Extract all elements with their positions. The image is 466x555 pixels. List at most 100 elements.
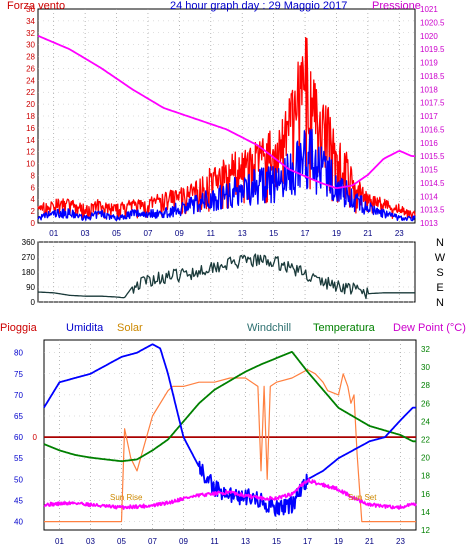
temperature-label: Temperatura	[313, 322, 376, 334]
compass-label: N	[436, 297, 444, 309]
rain-tick-label: 0	[33, 433, 38, 442]
x-tick-label: 19	[334, 537, 343, 546]
x-tick-label: 07	[148, 537, 157, 546]
humidity-tick-label: 60	[14, 433, 23, 442]
chart1-title: 24 hour graph day : 29 Maggio 2017	[170, 0, 347, 12]
y-left-tick-label: 4	[31, 195, 36, 204]
compass-label: W	[435, 252, 446, 264]
x-tick-label: 15	[269, 229, 278, 238]
x-tick-label: 17	[303, 537, 312, 546]
humidity-tick-label: 80	[14, 349, 23, 358]
x-tick-label: 21	[363, 229, 372, 238]
sunrise-annotation: Sun Rise	[110, 493, 143, 502]
sunset-annotation: Sun Set	[348, 493, 377, 502]
x-tick-label: 23	[396, 537, 405, 546]
compass-label: E	[436, 282, 443, 294]
wind-pressure-series	[37, 34, 416, 222]
humidity-tick-label: 55	[14, 454, 23, 463]
x-tick-label: 03	[86, 537, 95, 546]
direction-tick-label: 0	[31, 298, 36, 307]
x-tick-label: 11	[210, 537, 219, 546]
y-right-tick-label: 1014.5	[420, 179, 445, 188]
x-tick-label: 11	[207, 229, 216, 238]
y-left-tick-label: 20	[26, 100, 35, 109]
y-left-tick-label: 28	[26, 53, 35, 62]
temperature-tick-label: 18	[421, 472, 430, 481]
rain-label: Pioggia	[0, 322, 38, 334]
y-right-tick-label: 1016.5	[420, 125, 445, 134]
wind-direction-series	[37, 253, 415, 300]
x-tick-label: 23	[395, 229, 404, 238]
chart1-right-label: Pressione	[372, 0, 421, 12]
direction-tick-label: 270	[22, 253, 36, 262]
x-tick-label: 17	[301, 229, 310, 238]
y-left-tick-label: 34	[26, 17, 35, 26]
x-tick-label: 07	[144, 229, 153, 238]
x-tick-label: 03	[81, 229, 90, 238]
y-right-tick-label: 1016	[420, 139, 438, 148]
y-left-tick-label: 22	[26, 88, 35, 97]
y-left-tick-label: 26	[26, 64, 35, 73]
compass-label: N	[436, 237, 444, 249]
x-tick-label: 15	[272, 537, 281, 546]
x-tick-label: 19	[332, 229, 341, 238]
y-right-tick-label: 1018.5	[420, 72, 445, 81]
wind-pressure-ticks: 0246810121416182022242628303234361013101…	[26, 5, 445, 238]
humidity-tick-label: 45	[14, 496, 23, 505]
x-tick-label: 09	[175, 229, 184, 238]
x-tick-label: 05	[112, 229, 121, 238]
humidity-tick-label: 65	[14, 412, 23, 421]
temperature-tick-label: 30	[421, 363, 430, 372]
compass-label: S	[436, 267, 443, 279]
direction-tick-label: 360	[22, 238, 36, 247]
temperature-tick-label: 28	[421, 381, 430, 390]
y-right-tick-label: 1017	[420, 112, 438, 121]
y-right-tick-label: 1017.5	[420, 99, 445, 108]
x-tick-label: 05	[117, 537, 126, 546]
y-right-tick-label: 1020.5	[420, 18, 445, 27]
direction-tick-label: 180	[22, 268, 36, 277]
climate-series	[43, 343, 417, 523]
solar-series	[44, 369, 416, 523]
y-left-tick-label: 18	[26, 112, 35, 121]
y-left-tick-label: 6	[31, 183, 36, 192]
x-tick-label: 21	[365, 537, 374, 546]
y-left-tick-label: 14	[26, 136, 35, 145]
solar-label: Solar	[117, 322, 143, 334]
y-left-tick-label: 16	[26, 124, 35, 133]
temperature-tick-label: 26	[421, 399, 430, 408]
y-left-tick-label: 0	[31, 219, 36, 228]
wind-gust-series	[37, 36, 416, 220]
wind-direction-series	[37, 253, 415, 300]
y-left-tick-label: 12	[26, 148, 35, 157]
climate-ticks: 40 45 50 55 60 65 70 75 80 12 14 16 18 20 22 24 26 28 30 32…	[14, 345, 430, 546]
y-left-tick-label: 2	[31, 207, 36, 216]
y-right-tick-label: 1015.5	[420, 152, 445, 161]
x-tick-label: 13	[238, 229, 247, 238]
x-tick-label: 13	[241, 537, 250, 546]
humidity-tick-label: 70	[14, 391, 23, 400]
y-right-tick-label: 1019.5	[420, 45, 445, 54]
temperature-tick-label: 20	[421, 454, 430, 463]
y-left-tick-label: 8	[31, 171, 36, 180]
y-right-tick-label: 1014	[420, 192, 438, 201]
chart1-left-label: Forza vento	[7, 0, 65, 12]
y-right-tick-label: 1021	[420, 5, 438, 14]
y-left-tick-label: 32	[26, 29, 35, 38]
y-right-tick-label: 1018	[420, 85, 438, 94]
humidity-tick-label: 50	[14, 475, 23, 484]
temperature-tick-label: 16	[421, 490, 430, 499]
temperature-tick-label: 14	[421, 508, 430, 517]
y-left-tick-label: 10	[26, 160, 35, 169]
humidity-tick-label: 40	[14, 518, 23, 527]
humidity-label: Umidita	[66, 322, 104, 334]
y-right-tick-label: 1015	[420, 166, 438, 175]
temperature-tick-label: 12	[421, 526, 430, 535]
temperature-series	[43, 350, 417, 463]
dewpoint-label: Dew Point (°C)	[393, 322, 466, 334]
y-right-tick-label: 1020	[420, 32, 438, 41]
y-left-tick-label: 24	[26, 76, 35, 85]
x-tick-label: 01	[49, 229, 58, 238]
temperature-tick-label: 24	[421, 417, 430, 426]
